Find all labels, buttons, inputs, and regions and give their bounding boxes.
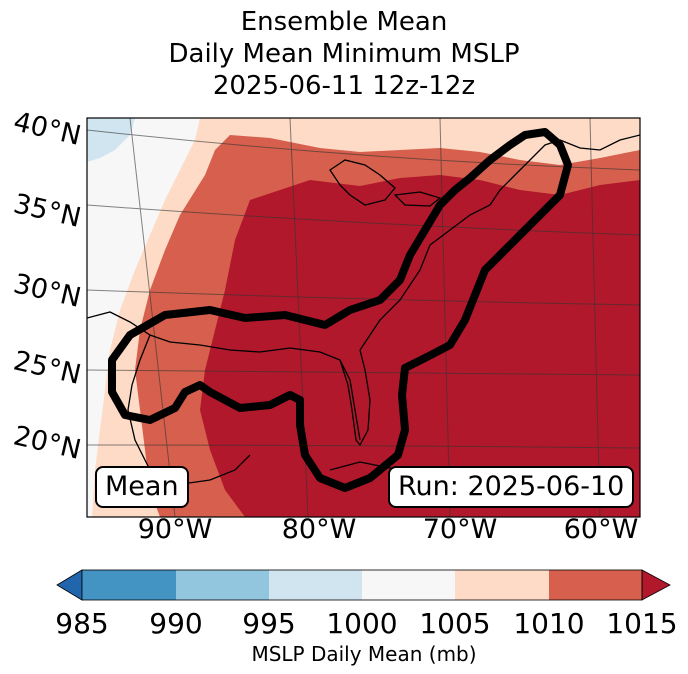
chart-title-line3: 2025-06-11 12z-12z [212, 71, 476, 101]
lon-label-80w: 80°W [281, 514, 357, 545]
colorbar-tick-1010: 1010 [513, 607, 585, 640]
colorbar-label: MSLP Daily Mean (mb) [251, 642, 477, 666]
colorbar-tick-985: 985 [55, 607, 109, 640]
great-lakes [329, 159, 396, 206]
gridline-lat-25 [87, 369, 640, 376]
colorbar-seg-985 [82, 570, 176, 600]
coastline-gulf [87, 311, 361, 441]
gridline-lon-90 [129, 118, 176, 517]
colorbar-seg-995 [269, 570, 362, 600]
colorbar-frame [81, 569, 643, 601]
great-lakes-2 [393, 191, 442, 207]
colorbar-seg-1005 [455, 570, 549, 600]
gridline-lon-70 [439, 118, 451, 517]
colorbar-tick-995: 995 [242, 607, 296, 640]
chart-title-line2: Daily Mean Minimum MSLP [168, 39, 520, 69]
field-1000-band [87, 118, 200, 517]
coastline-mexico [127, 334, 251, 486]
colorbar-tick-1005: 1005 [419, 607, 491, 640]
colorbar-extend-high [641, 569, 671, 601]
coastline-florida [339, 349, 371, 447]
field-1010-band [87, 118, 640, 517]
gridline-lat-30 [87, 289, 640, 306]
field-995-patch [87, 118, 135, 162]
gridline-lat-20 [87, 444, 640, 449]
lon-label-70w: 70°W [422, 514, 498, 545]
coastline-atlantic [359, 134, 640, 351]
colorbar-tick-1015: 1015 [606, 607, 678, 640]
colorbar-tick-1000: 1000 [326, 607, 398, 640]
colorbar-tick-990: 990 [149, 607, 203, 640]
colorbar-seg-990 [176, 570, 269, 600]
lon-label-90w: 90°W [137, 514, 213, 545]
mean-label-box: Mean [95, 466, 189, 508]
colorbar-seg-1010 [549, 570, 642, 600]
mslp-contour [108, 128, 572, 492]
gridline-lon-60 [589, 118, 601, 517]
gridline-lat-40 [87, 129, 640, 171]
colorbar-seg-1000 [362, 570, 455, 600]
colorbar-extend-low [56, 569, 83, 601]
chart-title-line1: Ensemble Mean [240, 7, 448, 37]
gridline-lat-35 [87, 204, 640, 236]
lon-label-60w: 60°W [563, 514, 639, 545]
map-frame [86, 117, 641, 518]
run-label-box: Run: 2025-06-10 [388, 466, 635, 508]
